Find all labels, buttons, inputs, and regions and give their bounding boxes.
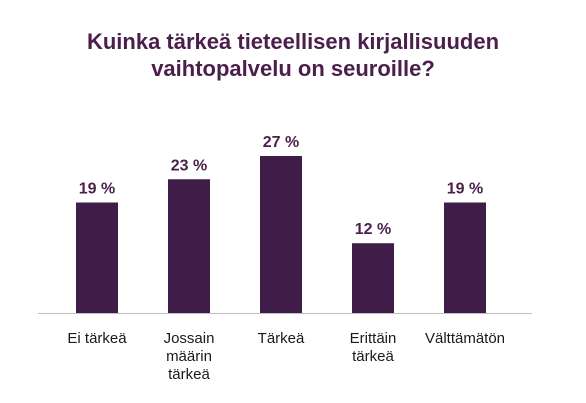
value-label-2: 23 % (171, 157, 207, 174)
bar-1 (76, 202, 118, 313)
category-label-3: Tärkeä (258, 330, 305, 347)
value-label-4: 12 % (355, 221, 391, 238)
bar-3 (260, 156, 302, 313)
value-label-3: 27 % (263, 134, 299, 151)
chart-title: Kuinka tärkeä tieteellisen kirjallisuude… (0, 28, 586, 82)
category-label-4-line-2: tärkeä (352, 348, 394, 365)
bar-2 (168, 179, 210, 313)
category-label-2-line-2: määrin (166, 348, 212, 365)
value-label-1: 19 % (79, 181, 115, 198)
category-label-1-line-1: Ei tärkeä (67, 330, 127, 347)
category-label-3-line-1: Tärkeä (258, 330, 305, 347)
category-label-1: Ei tärkeä (67, 330, 127, 347)
value-label-5: 19 % (447, 181, 483, 198)
category-label-5-line-1: Välttämätön (425, 330, 505, 347)
category-label-2-line-1: Jossain (164, 330, 215, 347)
category-label-2-line-3: tärkeä (168, 366, 210, 383)
category-label-2: Jossain määrin tärkeä (164, 330, 215, 383)
category-label-4-line-1: Erittäin (350, 330, 397, 347)
chart-title-line-2: vaihtopalvelu on seuroille? (151, 56, 435, 81)
bar-4 (352, 243, 394, 313)
chart-title-line-1: Kuinka tärkeä tieteellisen kirjallisuude… (86, 29, 500, 54)
category-label-4: Erittäin tärkeä (350, 330, 397, 365)
category-label-5: Välttämätön (425, 330, 505, 347)
bar-5 (444, 202, 486, 313)
